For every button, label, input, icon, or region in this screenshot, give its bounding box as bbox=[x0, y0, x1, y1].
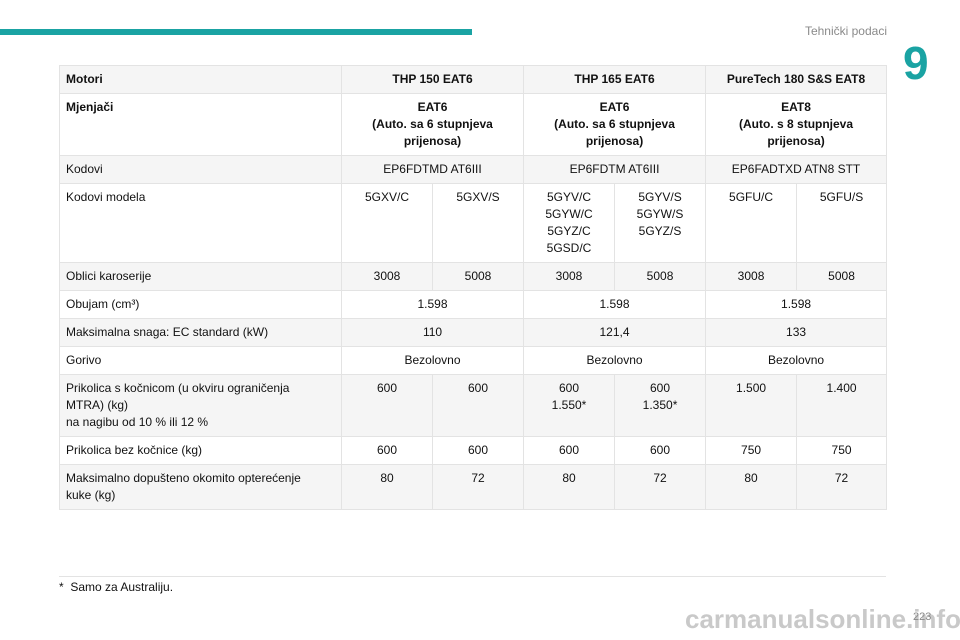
code-cell: EP6FDTM AT6III bbox=[523, 155, 707, 184]
header-accent-bar bbox=[0, 29, 472, 35]
braked-trailer-cell: 600 bbox=[431, 374, 525, 437]
code-cell: EP6FADTXD ATN8 STT bbox=[705, 155, 888, 184]
gearbox-cell: EAT6 (Auto. sa 6 stupnjeva prijenosa) bbox=[340, 93, 525, 156]
nose-weight-cell: 72 bbox=[614, 464, 707, 510]
fuel-cell: Bezolovno bbox=[705, 346, 888, 375]
footnote-divider bbox=[59, 576, 886, 577]
unbraked-trailer-cell: 600 bbox=[431, 436, 525, 465]
unbraked-trailer-row: Prikolica bez kočnice (kg) 600 600 600 6… bbox=[59, 436, 888, 465]
footnote-mark: * bbox=[59, 580, 64, 594]
braked-trailer-row: Prikolica s kočnicom (u okviru ograničen… bbox=[59, 374, 888, 437]
body-style-cell: 5008 bbox=[431, 262, 525, 291]
body-style-cell: 3008 bbox=[341, 262, 433, 291]
displacement-cell: 1.598 bbox=[705, 290, 888, 319]
fuel-cell: Bezolovno bbox=[340, 346, 525, 375]
model-code-cell: 5GYV/S 5GYW/S 5GYZ/S bbox=[614, 183, 707, 263]
displacement-row: Obujam (cm³) 1.598 1.598 1.598 bbox=[59, 290, 888, 319]
unbraked-trailer-cell: 600 bbox=[614, 436, 707, 465]
nose-weight-cell: 80 bbox=[705, 464, 798, 510]
body-style-cell: 5008 bbox=[796, 262, 888, 291]
codes-row: Kodovi EP6FDTMD AT6III EP6FDTM AT6III EP… bbox=[59, 155, 888, 184]
table-header-row: Motori THP 150 EAT6 THP 165 EAT6 PureTec… bbox=[59, 65, 888, 94]
chapter-number: 9 bbox=[903, 37, 929, 89]
section-title: Tehnički podaci bbox=[804, 24, 887, 38]
gearbox-row: Mjenjači EAT6 (Auto. sa 6 stupnjeva prijen… bbox=[59, 93, 888, 156]
gearbox-label: Mjenjači bbox=[59, 93, 342, 156]
model-code-cell: 5GXV/S bbox=[431, 183, 525, 263]
model-code-cell: 5GFU/S bbox=[796, 183, 888, 263]
model-code-cell: 5GFU/C bbox=[705, 183, 798, 263]
max-power-row: Maksimalna snaga: EC standard (kW) 110 1… bbox=[59, 318, 888, 347]
nose-weight-row: Maksimalno dopušteno okomito opterećenje… bbox=[59, 464, 888, 510]
code-cell: EP6FDTMD AT6III bbox=[340, 155, 525, 184]
braked-trailer-cell: 1.400 bbox=[796, 374, 888, 437]
fuel-cell: Bezolovno bbox=[523, 346, 707, 375]
body-style-cell: 5008 bbox=[614, 262, 707, 291]
nose-weight-label: Maksimalno dopušteno okomito opterećenje… bbox=[59, 464, 342, 510]
nose-weight-cell: 80 bbox=[341, 464, 433, 510]
displacement-cell: 1.598 bbox=[340, 290, 525, 319]
nose-weight-cell: 72 bbox=[796, 464, 888, 510]
displacement-cell: 1.598 bbox=[523, 290, 707, 319]
nose-weight-cell: 72 bbox=[431, 464, 525, 510]
body-style-cell: 3008 bbox=[705, 262, 798, 291]
body-style-cell: 3008 bbox=[523, 262, 616, 291]
gearbox-cell: EAT8 (Auto. s 8 stupnjeva prijenosa) bbox=[705, 93, 888, 156]
model-codes-row: Kodovi modela 5GXV/C 5GXV/S 5GYV/C 5GYW/C… bbox=[59, 183, 888, 263]
body-styles-row: Oblici karoserije 3008 5008 3008 5008 30… bbox=[59, 262, 888, 291]
footnote: * Samo za Australiju. bbox=[59, 580, 173, 594]
model-code-cell: 5GYV/C 5GYW/C 5GYZ/C 5GSD/C bbox=[523, 183, 616, 263]
braked-trailer-cell: 600 1.350* bbox=[614, 374, 707, 437]
displacement-label: Obujam (cm³) bbox=[59, 290, 342, 319]
watermark: carmanualsonline.info bbox=[685, 604, 960, 634]
nose-weight-cell: 80 bbox=[523, 464, 616, 510]
max-power-label: Maksimalna snaga: EC standard (kW) bbox=[59, 318, 342, 347]
braked-trailer-cell: 600 bbox=[341, 374, 433, 437]
footnote-text: Samo za Australiju. bbox=[70, 580, 174, 594]
unbraked-trailer-cell: 750 bbox=[796, 436, 888, 465]
engines-label: Motori bbox=[59, 65, 342, 94]
unbraked-trailer-cell: 600 bbox=[523, 436, 616, 465]
unbraked-trailer-label: Prikolica bez kočnice (kg) bbox=[59, 436, 342, 465]
unbraked-trailer-cell: 600 bbox=[341, 436, 433, 465]
engine-header: THP 150 EAT6 bbox=[340, 65, 525, 94]
model-code-cell: 5GXV/C bbox=[341, 183, 433, 263]
max-power-cell: 121,4 bbox=[523, 318, 707, 347]
technical-data-table: Motori THP 150 EAT6 THP 165 EAT6 PureTec… bbox=[59, 65, 888, 510]
fuel-row: Gorivo Bezolovno Bezolovno Bezolovno bbox=[59, 346, 888, 375]
codes-label: Kodovi bbox=[59, 155, 342, 184]
engine-header: THP 165 EAT6 bbox=[523, 65, 707, 94]
max-power-cell: 110 bbox=[340, 318, 525, 347]
braked-trailer-cell: 600 1.550* bbox=[523, 374, 616, 437]
body-styles-label: Oblici karoserije bbox=[59, 262, 342, 291]
braked-trailer-label: Prikolica s kočnicom (u okviru ograničen… bbox=[59, 374, 342, 437]
page-number: 223 bbox=[913, 611, 932, 623]
max-power-cell: 133 bbox=[705, 318, 888, 347]
model-codes-label: Kodovi modela bbox=[59, 183, 342, 263]
gearbox-cell: EAT6 (Auto. sa 6 stupnjeva prijenosa) bbox=[523, 93, 707, 156]
braked-trailer-cell: 1.500 bbox=[705, 374, 798, 437]
unbraked-trailer-cell: 750 bbox=[705, 436, 798, 465]
engine-header: PureTech 180 S&S EAT8 bbox=[705, 65, 888, 94]
fuel-label: Gorivo bbox=[59, 346, 342, 375]
